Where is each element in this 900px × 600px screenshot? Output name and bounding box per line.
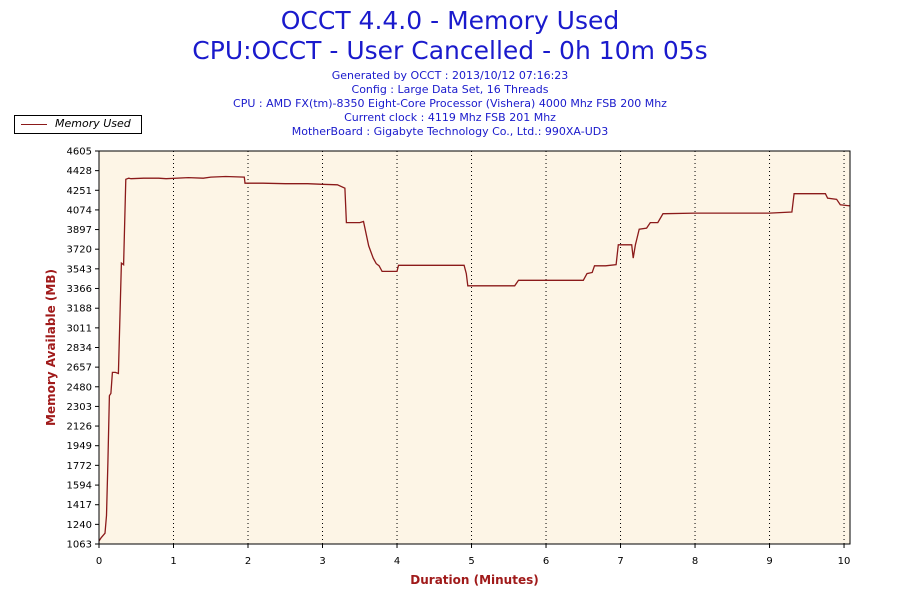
y-tick-label: 2303 (67, 402, 92, 413)
x-tick-label: 3 (319, 556, 325, 567)
chart-title: OCCT 4.4.0 - Memory Used (280, 6, 620, 35)
x-tick-label: 7 (617, 556, 623, 567)
info-clock: Current clock : 4119 Mhz FSB 201 Mhz (344, 111, 556, 124)
y-tick-label: 3366 (67, 284, 92, 295)
y-tick-label: 4251 (67, 186, 92, 197)
info-config: Config : Large Data Set, 16 Threads (351, 83, 549, 96)
y-tick-label: 3720 (67, 245, 92, 256)
chart-subtitle: CPU:OCCT - User Cancelled - 0h 10m 05s (192, 36, 708, 65)
y-tick-label: 3897 (67, 225, 92, 236)
x-tick-label: 9 (766, 556, 772, 567)
y-tick-label: 1240 (67, 520, 92, 531)
legend: Memory Used (14, 115, 142, 134)
x-tick-label: 0 (96, 556, 102, 567)
y-tick-label: 1063 (67, 540, 92, 551)
legend-label: Memory Used (55, 117, 131, 130)
y-tick-label: 2126 (67, 422, 92, 433)
x-tick-label: 6 (543, 556, 549, 567)
x-tick-label: 1 (170, 556, 176, 567)
y-tick-label: 2834 (67, 343, 92, 354)
y-tick-label: 4074 (67, 205, 92, 216)
y-tick-label: 1772 (67, 461, 92, 472)
legend-swatch (21, 124, 47, 125)
grid (173, 151, 845, 544)
y-tick-label: 1417 (67, 500, 92, 511)
x-tick-label: 10 (838, 556, 851, 567)
y-tick-label: 4605 (67, 147, 92, 158)
axis-ticks: 0 1 2 3 4 5 6 7 8 9 10 1063 1240 1417 1594 1772 1949 2126… (67, 147, 851, 568)
y-axis-title: Memory Available (MB) (44, 269, 58, 426)
y-tick-label: 4428 (67, 166, 92, 177)
y-tick-label: 1594 (67, 481, 92, 492)
info-generated: Generated by OCCT : 2013/10/12 07:16:23 (331, 69, 569, 82)
y-tick-label: 2480 (67, 382, 92, 393)
y-tick-label: 3543 (67, 264, 92, 275)
info-motherboard: MotherBoard : Gigabyte Technology Co., L… (291, 125, 609, 138)
x-tick-label: 5 (468, 556, 474, 567)
y-tick-label: 1949 (67, 441, 92, 452)
y-tick-label: 3188 (67, 304, 92, 315)
x-tick-label: 8 (692, 556, 698, 567)
x-axis-title: Duration (Minutes) (410, 573, 538, 587)
info-cpu: CPU : AMD FX(tm)-8350 Eight-Core Process… (233, 97, 667, 110)
x-tick-label: 4 (394, 556, 400, 567)
series-line-memory-used (98, 175, 851, 542)
plot-background (99, 151, 850, 544)
x-tick-label: 2 (245, 556, 251, 567)
y-tick-label: 2657 (67, 363, 92, 374)
y-tick-label: 3011 (67, 323, 92, 334)
